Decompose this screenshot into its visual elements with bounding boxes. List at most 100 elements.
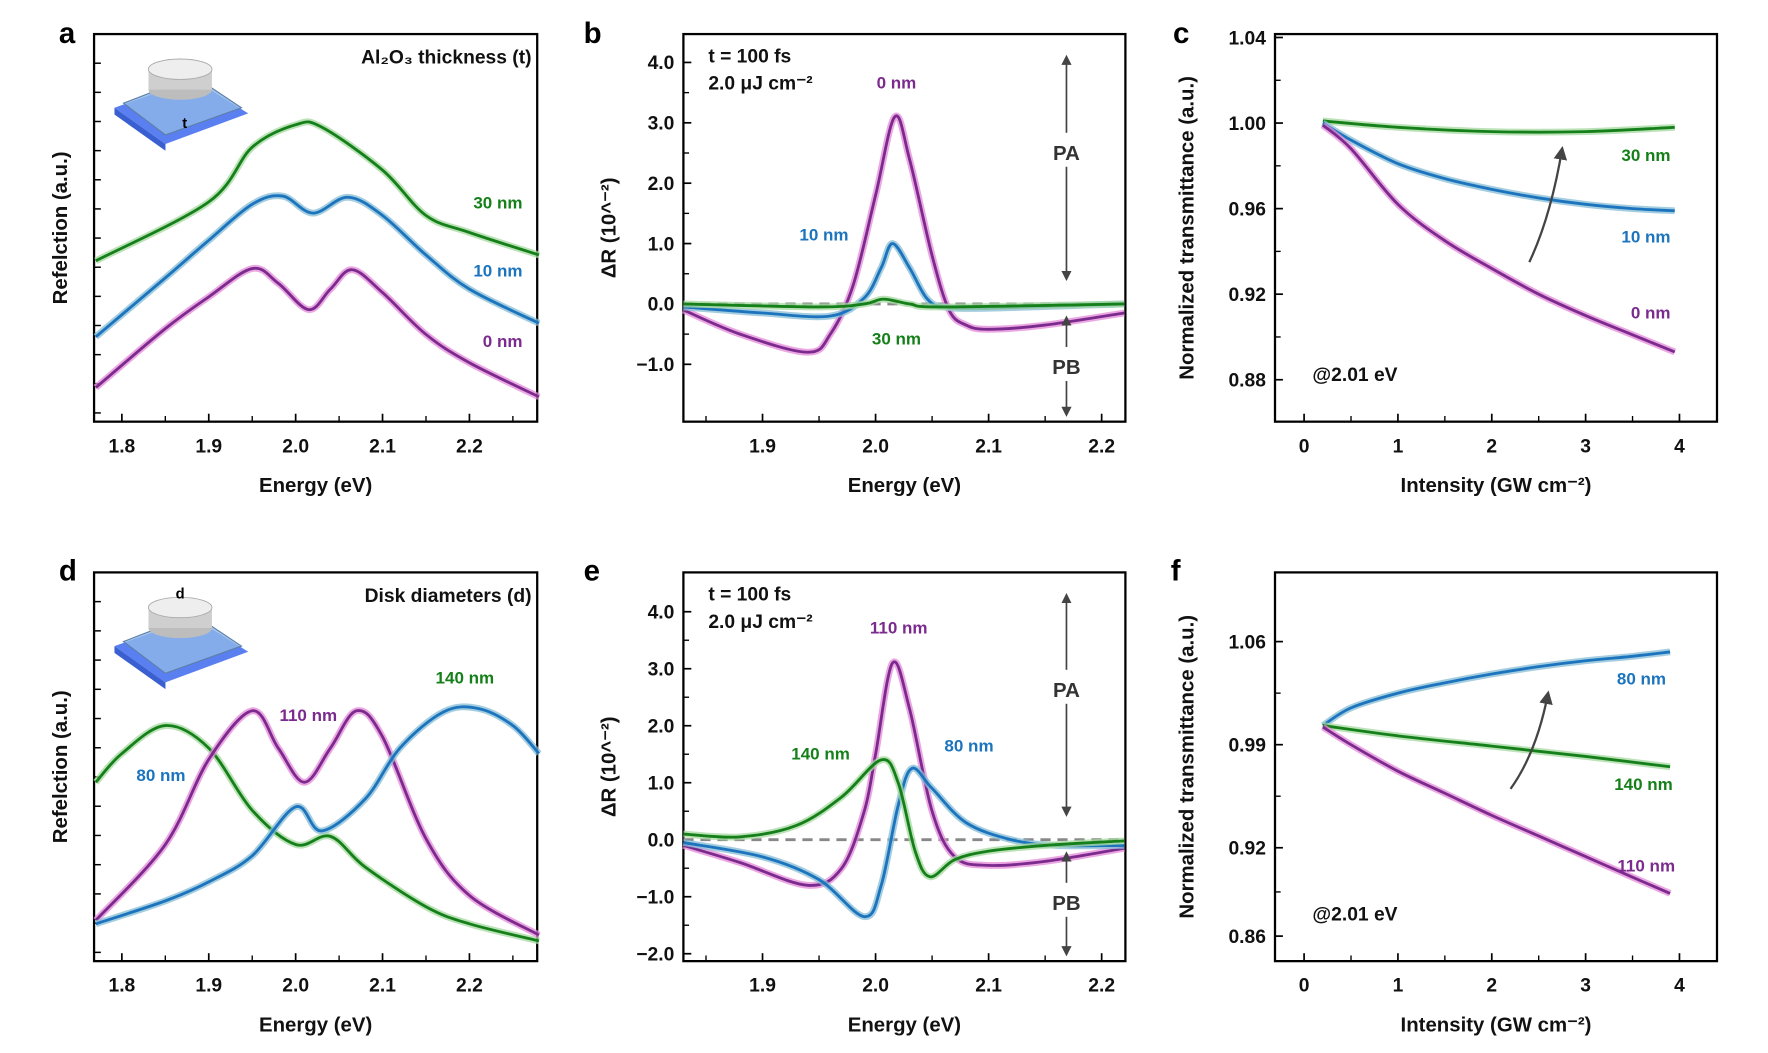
y-tick-label: −1.0 [636, 888, 674, 909]
plot-frame [682, 571, 1127, 963]
plot-frame [1273, 32, 1719, 423]
y-tick-label: −1.0 [636, 355, 674, 376]
y-axis-label: Normalized transmittance (a.u.) [1176, 76, 1198, 380]
fit-series-30-nm [1322, 119, 1675, 134]
y-tick-label: 1.0 [648, 234, 675, 255]
y-axis-label: ΔR (10^⁻²) [598, 177, 620, 278]
panel-d: d 1.8 1.9 2.0 2.1 2.2 Energy (eV) Refelction (a… [50, 554, 542, 1036]
x-tick-label: 0 [1299, 976, 1310, 997]
disk-top [148, 58, 213, 80]
experiment-note: t = 100 fs [708, 585, 791, 606]
fit-series-80-nm [683, 766, 1125, 919]
fit-series-110-nm [94, 709, 540, 937]
series-label: 30 nm [872, 330, 921, 349]
panel-a: a 1.8 1.9 2.0 2.1 2.2 Energy (eV) Refelction (a… [50, 17, 541, 497]
pa-label-bg [1041, 132, 1092, 167]
fit-series-10-nm [1322, 121, 1675, 213]
x-tick-label: 2.1 [975, 976, 1002, 997]
y-tick-label: 0.86 [1228, 927, 1266, 948]
series-label: 140 nm [1614, 775, 1673, 794]
inset-label: t [182, 116, 187, 132]
y-tick-label: 4.0 [648, 603, 675, 624]
x-tick-label: 2.2 [1088, 436, 1115, 457]
x-tick-label: 1.8 [108, 976, 135, 997]
pb-label-bg [1041, 882, 1092, 917]
y-tick-label: 3.0 [648, 114, 675, 135]
series-label: 110 nm [1617, 857, 1675, 876]
series-label: 140 nm [436, 668, 495, 687]
series-label: 110 nm [870, 619, 928, 638]
y-tick-label: 0.99 [1228, 735, 1265, 756]
x-tick-label: 3 [1580, 436, 1591, 457]
x-axis-label: Energy (eV) [848, 475, 961, 497]
x-tick-label: 2.0 [282, 436, 309, 457]
y-tick-label: 1.04 [1228, 28, 1266, 49]
plot-frame [92, 571, 539, 963]
x-tick-label: 1.9 [749, 436, 776, 457]
series-label: 10 nm [473, 262, 522, 281]
plot-frame [682, 32, 1127, 423]
y-tick-label: 4.0 [648, 53, 675, 74]
panel-letter: b [584, 17, 602, 50]
inset-label: d [176, 586, 185, 602]
fit-series-140-nm [94, 724, 540, 943]
measured-series-10-nm [1321, 120, 1675, 215]
y-tick-label: 2.0 [648, 174, 675, 195]
pb-label: PB [1052, 357, 1080, 379]
fit-series-140-nm [1322, 724, 1671, 769]
measured-series-80-nm [1320, 648, 1671, 729]
series-label: 0 nm [877, 73, 917, 92]
y-tick-label: 0.96 [1228, 199, 1266, 220]
pa-label: PA [1053, 143, 1080, 165]
panel-letter: d [59, 554, 77, 587]
panel-title: Disk diameters (d) [365, 586, 532, 607]
experiment-note: 2.0 μJ cm⁻² [708, 612, 812, 633]
experiment-note: t = 100 fs [708, 46, 791, 67]
plot-frame [92, 32, 539, 423]
pb-label: PB [1052, 893, 1080, 915]
energy-note: @2.01 eV [1312, 365, 1397, 386]
x-tick-label: 2 [1486, 436, 1497, 457]
fit-series-110-nm [682, 660, 1125, 887]
x-tick-label: 4 [1674, 436, 1685, 457]
x-axis-label: Intensity (GW cm⁻²) [1401, 475, 1592, 497]
substrate-side [114, 646, 166, 690]
y-tick-label: 3.0 [648, 660, 675, 681]
y-axis-label: ΔR (10^⁻²) [598, 716, 620, 817]
y-tick-label: 0.88 [1228, 371, 1266, 392]
y-tick-label: 0.0 [648, 295, 675, 316]
panel-letter: c [1173, 17, 1189, 50]
trend-arrow [1509, 690, 1553, 790]
y-tick-label: 1.0 [648, 774, 675, 795]
series-label: 10 nm [799, 225, 848, 244]
panel-c: c 0 1 2 3 4 1.04 1.00 0.96 0.92 0.88 Intensity (GW … [1173, 17, 1719, 497]
x-tick-label: 2.0 [282, 976, 309, 997]
panel-b: b 1.9 2.0 2.1 2.2 4.0 3.0 2.0 1.0 0.0 −1.0 Energy (… [584, 17, 1127, 497]
series-label: 80 nm [1617, 670, 1666, 689]
x-tick-label: 3 [1580, 976, 1591, 997]
panel-title: Al₂O₃ thickness (t) [361, 48, 531, 69]
x-axis-label: Energy (eV) [259, 1014, 372, 1036]
fit-series-80-nm [1322, 650, 1671, 727]
measured-series-80-nm [94, 703, 542, 928]
x-tick-label: 2.0 [862, 436, 889, 457]
panel-letter: e [584, 554, 600, 587]
y-tick-label: 1.06 [1228, 632, 1266, 653]
y-tick-label: 2.0 [648, 717, 675, 738]
y-axis-label: Refelction (a.u.) [50, 151, 72, 304]
x-tick-label: 2.0 [862, 976, 889, 997]
x-axis-label: Energy (eV) [848, 1014, 961, 1036]
nanodisk-inset: d [114, 586, 249, 690]
y-tick-label: 0.0 [648, 831, 675, 852]
fit-series-30-nm [683, 297, 1125, 309]
fit-series-80-nm [95, 705, 540, 926]
series-label: 10 nm [1621, 228, 1670, 247]
series-label: 80 nm [136, 766, 185, 785]
x-tick-label: 0 [1299, 436, 1310, 457]
fit-series-0-nm [1321, 124, 1676, 354]
series-label: 0 nm [1631, 304, 1671, 323]
plot-frame [1273, 571, 1719, 963]
x-axis-label: Intensity (GW cm⁻²) [1401, 1014, 1592, 1036]
x-tick-label: 1 [1393, 436, 1404, 457]
